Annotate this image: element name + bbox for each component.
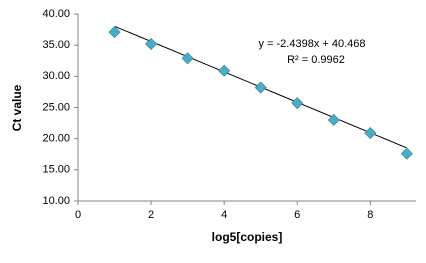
data-point — [145, 37, 158, 50]
y-tick-label: 15.00 — [42, 164, 70, 176]
x-tick-label: 6 — [294, 209, 300, 221]
y-axis-title: Ct value — [10, 84, 24, 131]
x-tick-label: 2 — [148, 209, 154, 221]
data-point — [254, 81, 267, 94]
data-point — [400, 147, 413, 160]
x-tick-label: 4 — [221, 209, 227, 221]
y-tick-label: 20.00 — [42, 133, 70, 145]
data-point — [291, 97, 304, 110]
y-tick-label: 40.00 — [42, 8, 70, 20]
y-tick-label: 10.00 — [42, 195, 70, 207]
trendline-equation: y = -2.4398x + 40.468 — [258, 38, 365, 50]
y-tick-label: 25.00 — [42, 101, 70, 113]
x-tick-label: 8 — [367, 209, 373, 221]
y-tick-label: 35.00 — [42, 39, 70, 51]
data-point — [181, 52, 194, 65]
data-point — [364, 126, 377, 140]
data-point — [327, 113, 340, 127]
data-point — [108, 26, 121, 39]
data-point — [218, 64, 231, 77]
y-tick-label: 30.00 — [42, 70, 70, 82]
trendline-r2: R² = 0.9962 — [287, 54, 345, 66]
x-axis-title: log5[copies] — [212, 230, 283, 244]
x-tick-label: 0 — [75, 209, 81, 221]
